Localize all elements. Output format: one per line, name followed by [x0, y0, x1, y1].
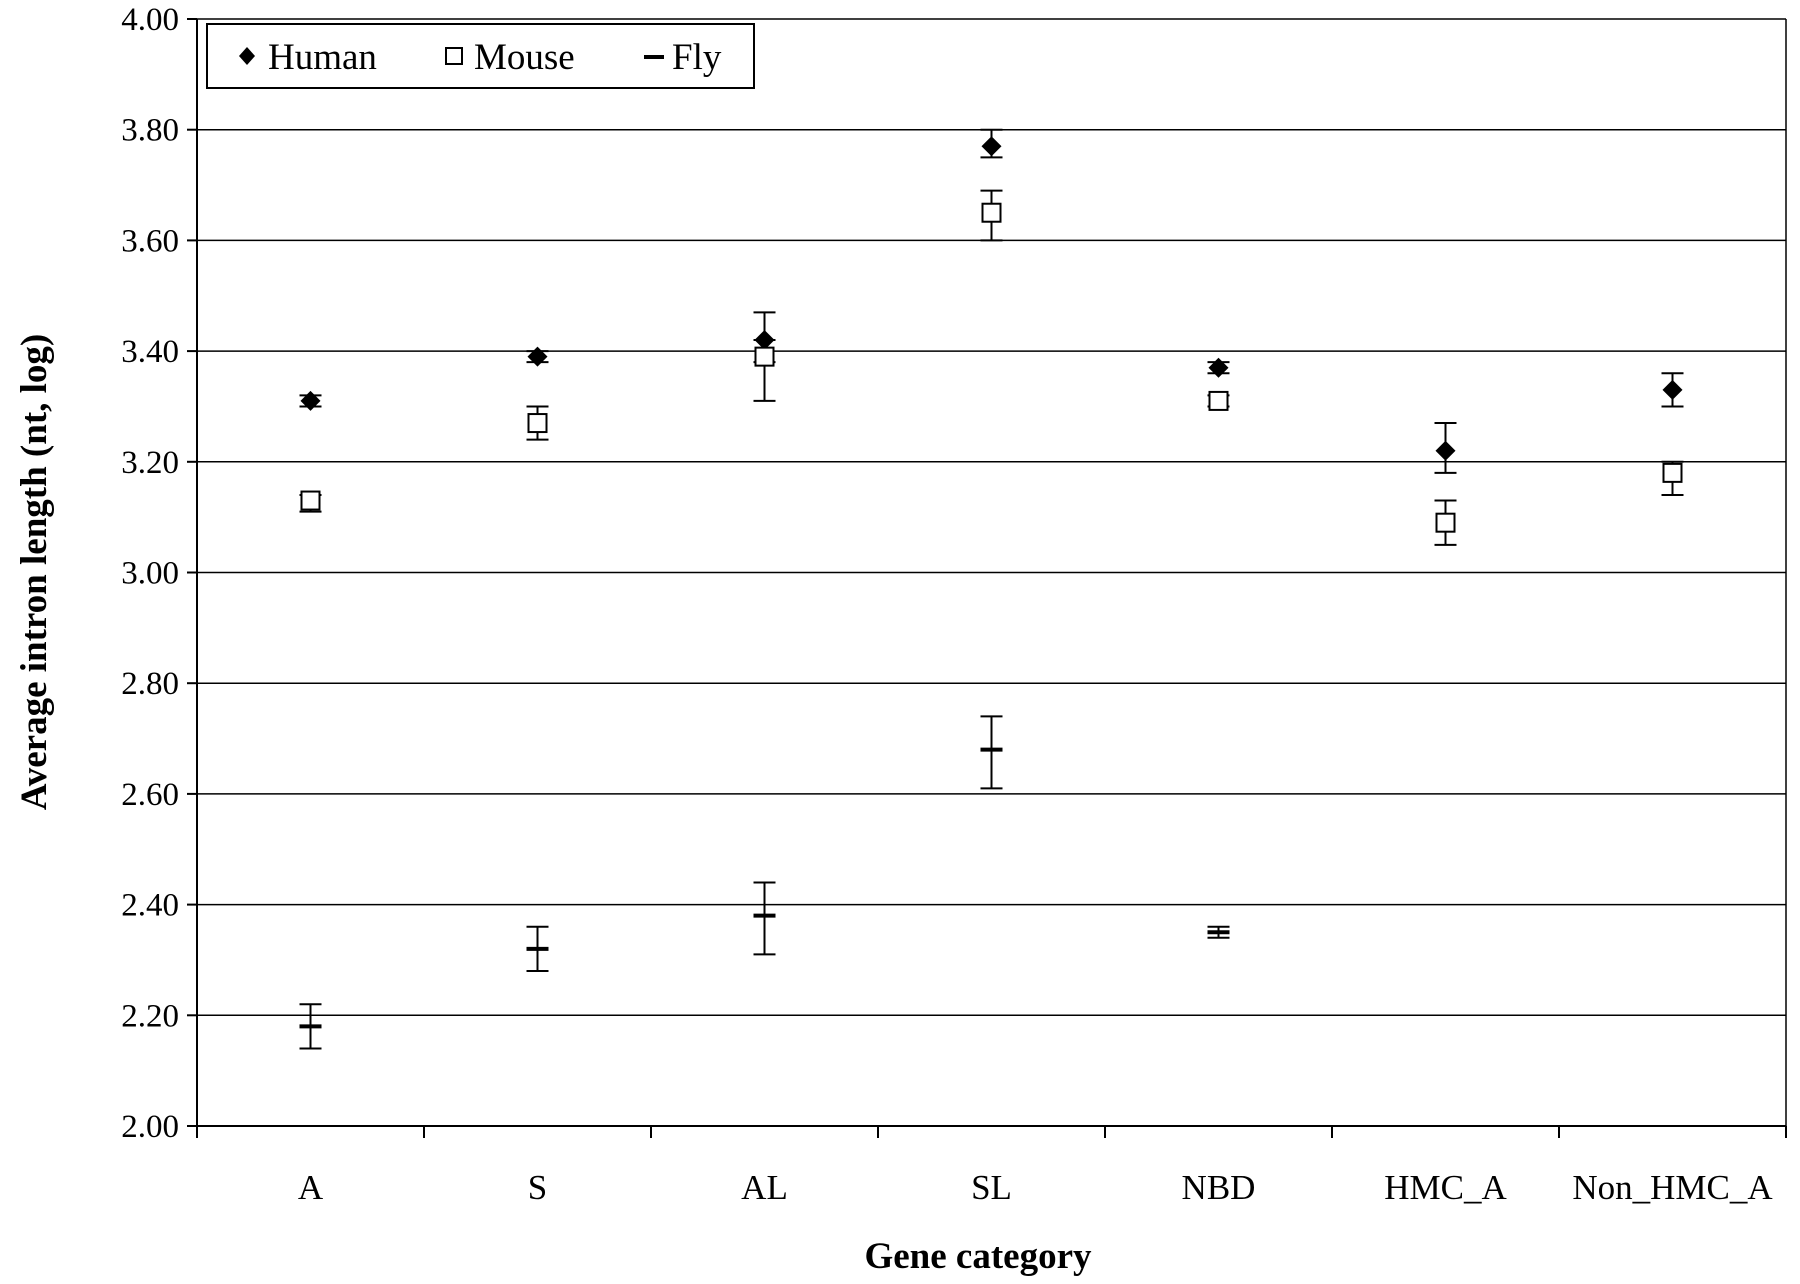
y-tick-label: 3.80 — [121, 113, 179, 149]
y-tick-label: 2.80 — [121, 666, 179, 702]
data-point — [1662, 379, 1683, 400]
series-marks — [299, 128, 1684, 1050]
legend: Human Mouse Fly — [206, 23, 755, 89]
series-fly — [299, 715, 1230, 1050]
x-tick-label: NBD — [1182, 1168, 1256, 1207]
y-tick-label: 3.00 — [121, 556, 179, 592]
data-point — [300, 490, 321, 511]
y-tick-label: 3.60 — [121, 223, 179, 259]
y-tick-label: 2.40 — [121, 888, 179, 924]
y-tick-label: 2.60 — [121, 777, 179, 813]
data-point — [527, 413, 548, 434]
data-point — [1662, 462, 1683, 483]
y-tick-label: 4.00 — [121, 2, 179, 38]
x-tick-label: SL — [971, 1168, 1012, 1207]
legend-mouse-label: Mouse — [474, 37, 575, 78]
data-point — [1208, 390, 1229, 411]
gridlines — [197, 18, 1786, 1017]
data-point — [1435, 440, 1456, 461]
data-point — [300, 390, 321, 411]
x-axis-title: Gene category — [864, 1236, 1092, 1277]
x-tick-label: AL — [741, 1168, 788, 1207]
x-tick-label: A — [298, 1168, 324, 1207]
x-tick-label: S — [528, 1168, 547, 1207]
data-point — [1435, 512, 1456, 533]
series-mouse — [299, 189, 1684, 546]
legend-fly-label: Fly — [672, 37, 722, 78]
y-tick-labels: 2.00 2.20 2.40 2.60 2.80 3.00 3.20 3.40 3.60 3.80… — [121, 2, 179, 1145]
data-point — [981, 136, 1002, 157]
y-tick-label: 2.20 — [121, 998, 179, 1034]
x-tick-label: HMC_A — [1384, 1168, 1507, 1207]
data-point — [981, 202, 1002, 223]
data-point — [527, 346, 548, 367]
y-tick-label: 2.00 — [121, 1109, 179, 1145]
series-human — [299, 128, 1684, 474]
x-tick-label: Non_HMC_A — [1572, 1168, 1773, 1207]
axes — [187, 18, 1787, 1138]
x-tick-labels: A S AL SL NBD HMC_A Non_HMC_A — [298, 1168, 1774, 1207]
legend-mouse-marker — [445, 47, 463, 65]
y-axis-title: Average intron length (nt, log) — [14, 334, 55, 811]
y-tick-label: 3.20 — [121, 445, 179, 481]
y-tick-label: 3.40 — [121, 334, 179, 370]
data-point — [754, 346, 775, 367]
legend-human-marker — [239, 47, 255, 65]
data-point — [1208, 357, 1229, 378]
legend-human-label: Human — [268, 37, 377, 78]
